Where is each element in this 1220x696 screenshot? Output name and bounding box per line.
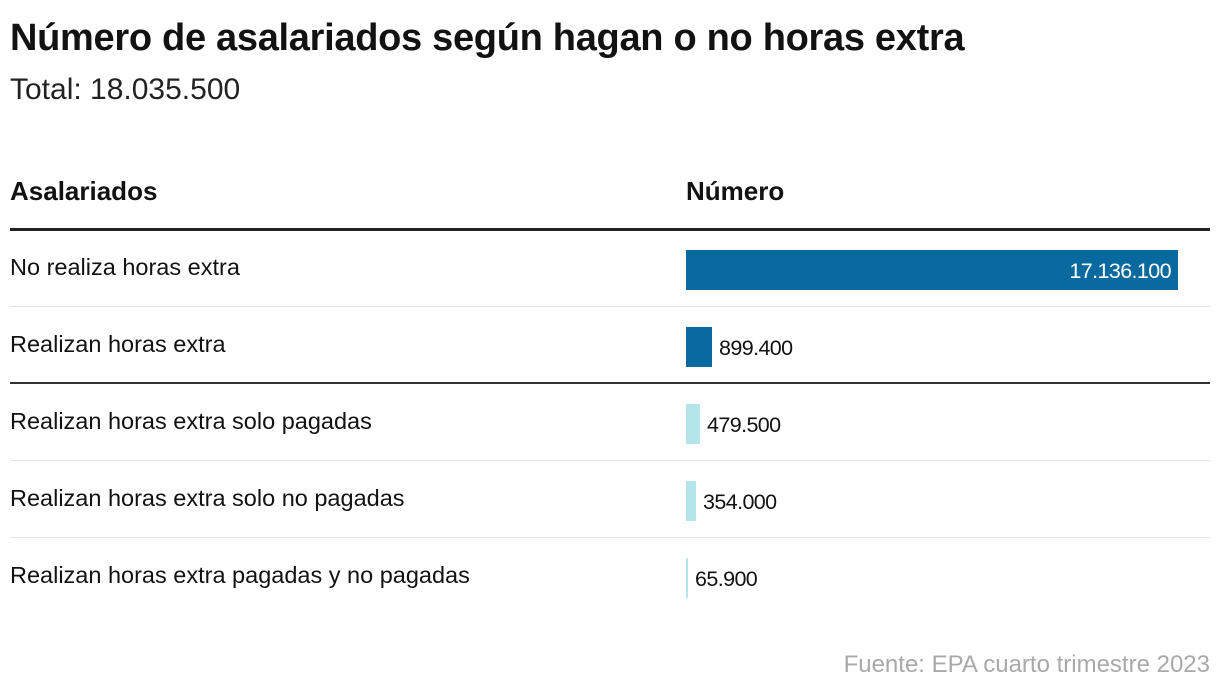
bar (686, 250, 1178, 290)
bar-value-label: 899.400 (719, 336, 793, 360)
table-row: Realizan horas extra 899.400 (10, 307, 1210, 384)
row-label: Realizan horas extra solo no pagadas (10, 485, 405, 511)
source-note: Fuente: EPA cuarto trimestre 2023 (843, 651, 1210, 678)
table-row: No realiza horas extra 17.136.100 (10, 230, 1210, 307)
row-label: No realiza horas extra (10, 254, 240, 280)
header-divider (10, 228, 1210, 231)
bar (686, 327, 712, 367)
column-header-asalariados: Asalariados (10, 176, 158, 206)
row-label: Realizan horas extra solo pagadas (10, 408, 372, 434)
bar-value-label: 65.900 (695, 567, 758, 591)
bar (686, 558, 688, 598)
column-header-numero: Número (686, 176, 785, 206)
row-label: Realizan horas extra (10, 331, 226, 357)
row-divider (10, 306, 1210, 307)
table-row: Realizan horas extra solo pagadas 479.500 (10, 384, 1210, 461)
bar-value-label: 354.000 (703, 490, 777, 514)
row-divider (10, 460, 1210, 461)
row-label: Realizan horas extra pagadas y no pagada… (10, 562, 470, 588)
table-row: Realizan horas extra pagadas y no pagada… (10, 538, 1210, 615)
bar-value-label: 479.500 (707, 413, 781, 437)
table-row: Realizan horas extra solo no pagadas 354.… (10, 461, 1210, 538)
group-divider (10, 382, 1210, 384)
bar (686, 481, 696, 521)
chart-title: Número de asalariados según hagan o no h… (10, 17, 965, 59)
bar (686, 404, 700, 444)
bar-value-label: 17.136.100 (1069, 259, 1171, 283)
chart-subtitle: Total: 18.035.500 (10, 73, 241, 106)
row-divider (10, 537, 1210, 538)
